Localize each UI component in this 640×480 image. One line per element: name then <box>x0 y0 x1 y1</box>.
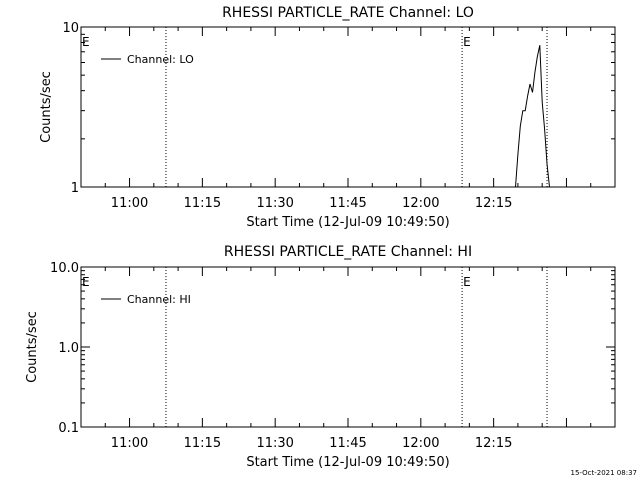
x-tick-label: 11:00 <box>111 196 148 211</box>
chart-title: RHESSI PARTICLE_RATE Channel: LO <box>222 5 474 21</box>
chart-panel-1: RHESSI PARTICLE_RATE Channel: HI 0.1 1.0 10… <box>25 244 616 470</box>
x-axis-label: Start Time (12-Jul-09 10:49:50) <box>246 455 449 470</box>
x-tick-label: 11:45 <box>329 436 366 451</box>
event-marker-label: E <box>82 35 90 49</box>
x-tick-label: 11:15 <box>184 436 221 451</box>
series-line <box>515 45 552 188</box>
x-tick-label: 12:00 <box>402 436 439 451</box>
y-tick-label: 1 <box>71 181 79 196</box>
y-tick-label: 0.1 <box>58 421 79 436</box>
y-tick-label: 10.0 <box>50 261 79 276</box>
plot-frame <box>80 26 616 188</box>
x-tick-label: 12:15 <box>475 436 512 451</box>
x-tick-label: 11:45 <box>329 196 366 211</box>
chart-panel-0: RHESSI PARTICLE_RATE Channel: LO 1 10 11:00… <box>39 5 616 230</box>
x-tick-label: 11:30 <box>256 436 293 451</box>
x-tick-label: 11:00 <box>111 436 148 451</box>
event-marker-label: E <box>463 35 471 49</box>
y-tick-label: 1.0 <box>58 341 79 356</box>
y-axis-label: Counts/sec <box>25 311 40 383</box>
footer-timestamp: 15-Oct-2021 08:37 <box>571 469 637 477</box>
chart-title: RHESSI PARTICLE_RATE Channel: HI <box>224 244 472 260</box>
event-marker-label: E <box>463 275 471 289</box>
plot-frame <box>80 266 616 428</box>
x-tick-label: 12:00 <box>402 196 439 211</box>
event-marker-label: E <box>82 275 90 289</box>
x-tick-label: 11:15 <box>184 196 221 211</box>
legend-label: Channel: LO <box>127 53 194 66</box>
legend-label: Channel: HI <box>127 293 191 306</box>
x-tick-label: 12:15 <box>475 196 512 211</box>
x-tick-label: 11:30 <box>256 196 293 211</box>
x-axis-label: Start Time (12-Jul-09 10:49:50) <box>246 215 449 230</box>
y-axis-label: Counts/sec <box>39 71 54 143</box>
y-tick-label: 10 <box>62 21 79 36</box>
